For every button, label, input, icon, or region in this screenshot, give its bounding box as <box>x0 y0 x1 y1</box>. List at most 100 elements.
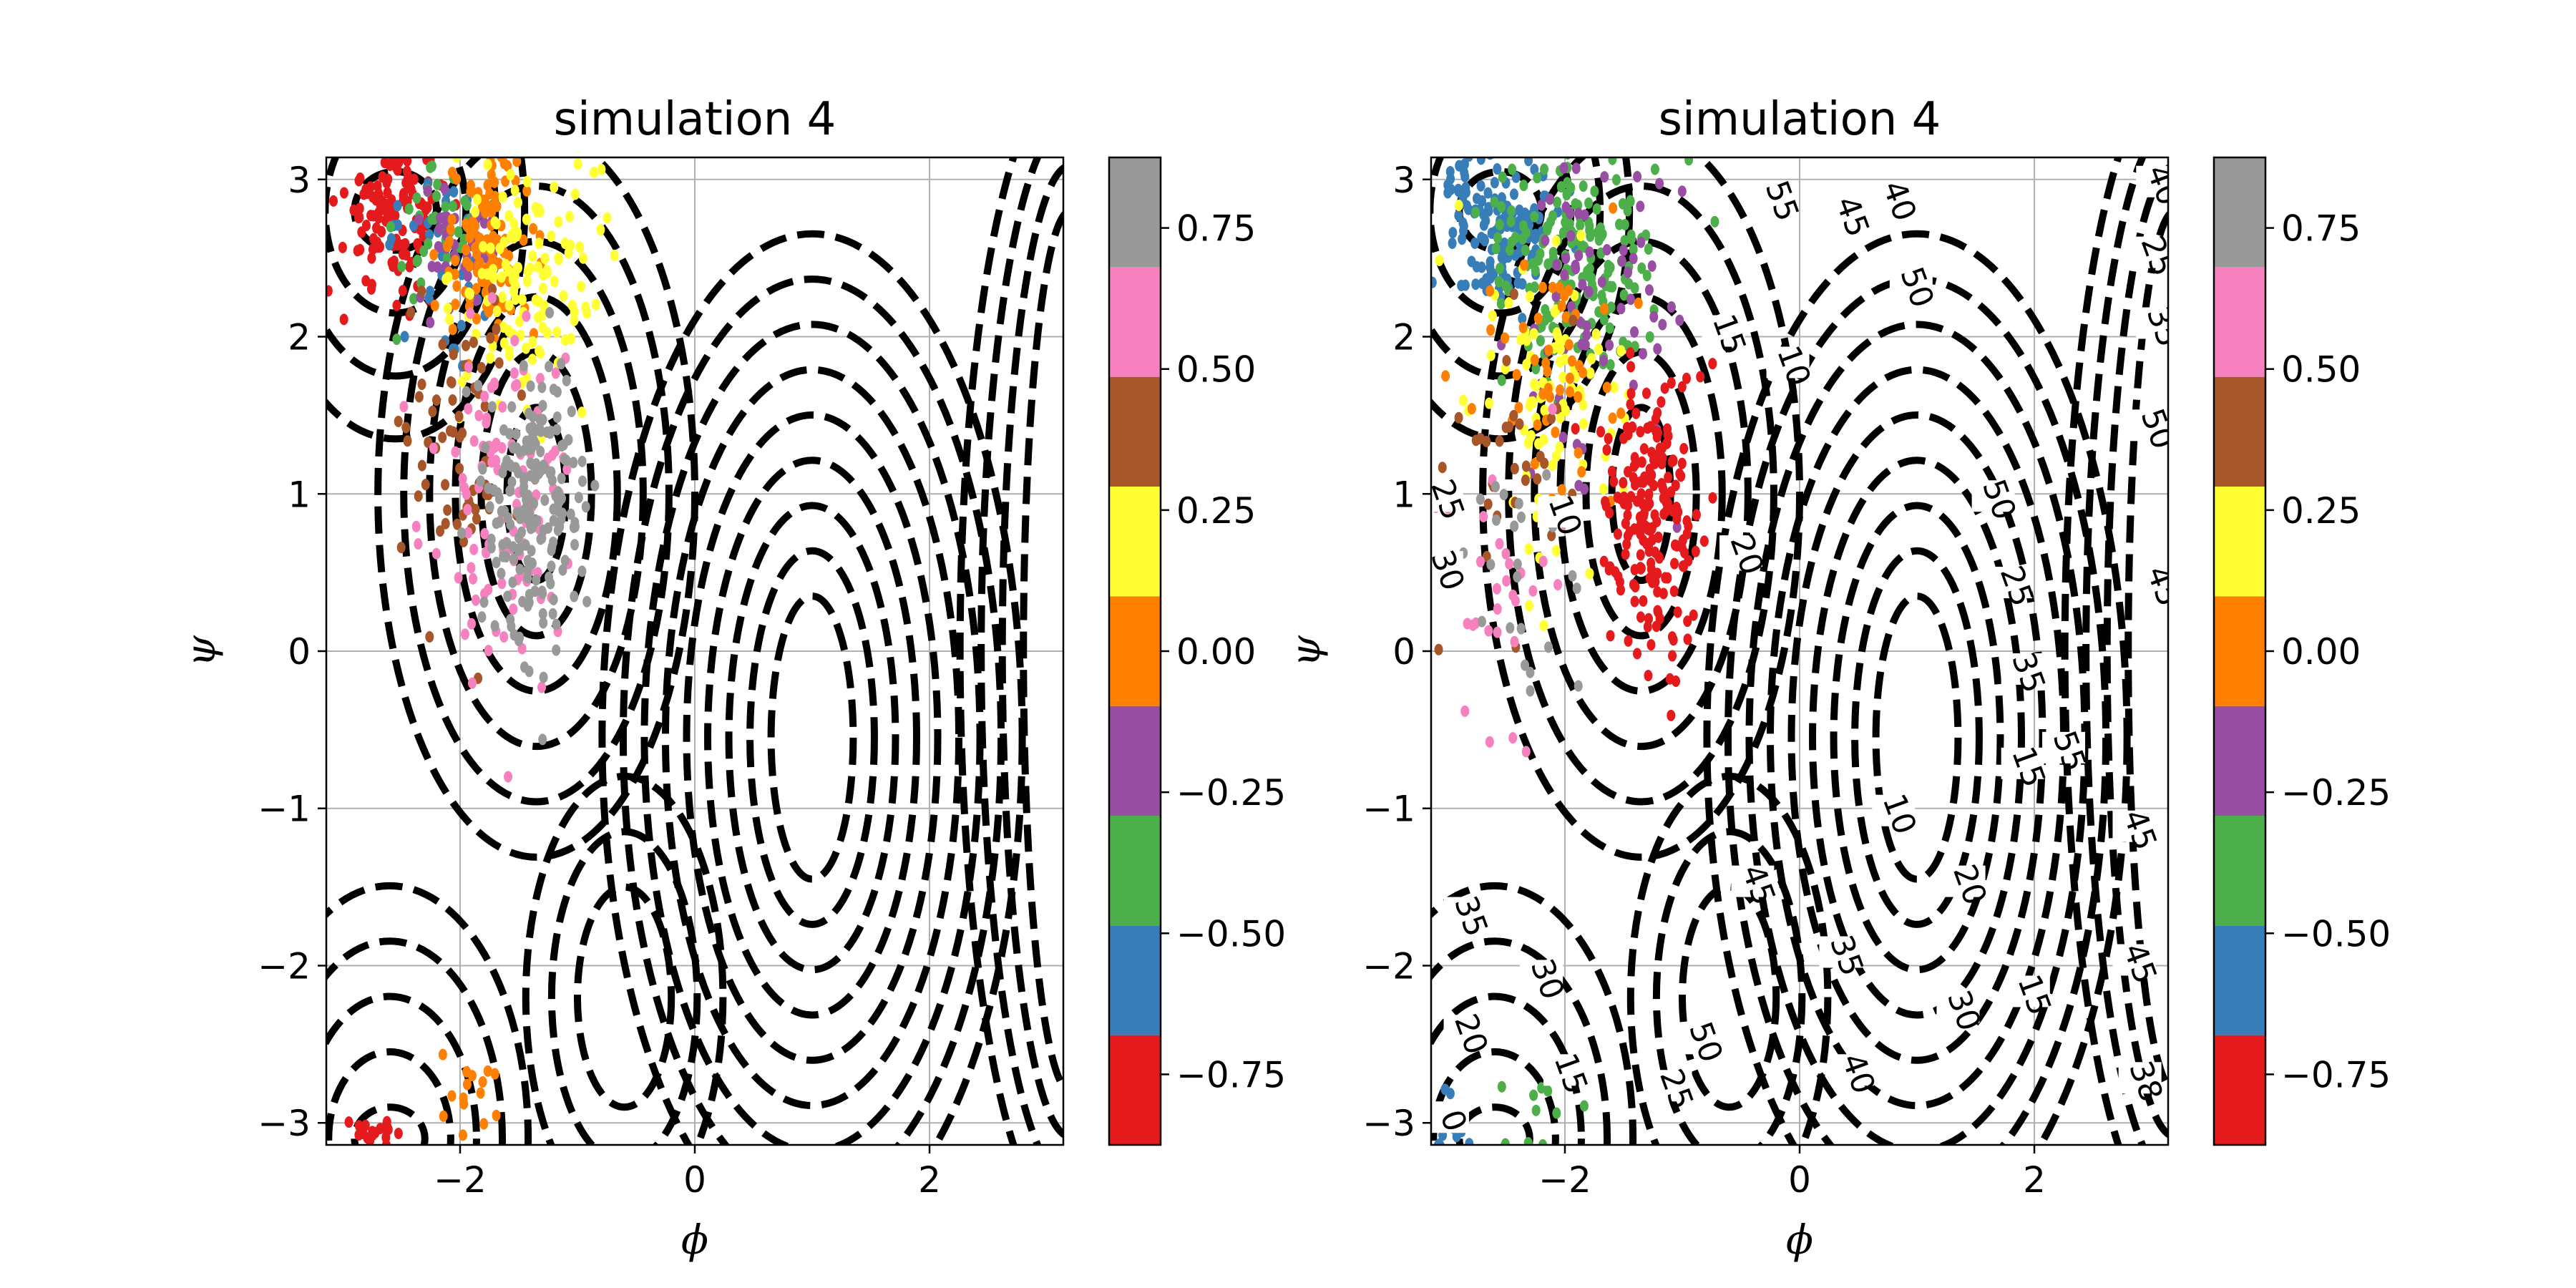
data-point <box>1527 250 1536 262</box>
data-point <box>480 391 489 403</box>
data-point <box>547 560 556 572</box>
data-point <box>1658 318 1667 331</box>
data-point <box>519 487 529 499</box>
data-point <box>398 239 407 251</box>
data-point <box>425 631 434 643</box>
data-point <box>497 157 506 163</box>
data-point <box>467 677 477 689</box>
data-point <box>504 265 513 277</box>
data-point <box>1624 466 1633 478</box>
data-point <box>1488 310 1497 322</box>
data-point <box>1617 255 1626 268</box>
contour-line <box>573 883 675 1111</box>
data-point <box>487 292 497 304</box>
data-point <box>475 232 484 244</box>
data-point <box>1419 201 1428 213</box>
data-point <box>552 644 561 656</box>
colorbar-segment <box>2214 376 2265 487</box>
data-point <box>429 249 439 261</box>
data-point <box>397 260 406 273</box>
data-point <box>1460 705 1470 717</box>
data-point <box>596 224 605 236</box>
data-point <box>539 617 548 629</box>
data-point <box>1599 313 1609 326</box>
data-point <box>1586 367 1595 379</box>
data-point <box>1486 324 1496 336</box>
data-point <box>1533 172 1542 184</box>
colorbar-segment <box>2214 267 2265 377</box>
data-point <box>597 163 606 175</box>
data-point <box>431 394 441 406</box>
data-point <box>1629 253 1638 265</box>
colorbar-segment <box>1109 596 1161 706</box>
data-point <box>575 241 585 253</box>
contour-label-bg <box>1431 551 1463 583</box>
data-point <box>1478 195 1487 207</box>
contour-line <box>351 1103 429 1145</box>
data-point <box>514 635 523 647</box>
data-point <box>381 1131 391 1143</box>
data-point <box>1708 492 1717 504</box>
data-point <box>1585 567 1594 580</box>
data-point <box>504 325 514 337</box>
data-point <box>488 253 497 265</box>
data-point <box>492 323 501 336</box>
data-point <box>560 238 570 250</box>
data-point <box>1521 244 1530 256</box>
contour-line <box>326 157 470 317</box>
panel-right-x-label: ϕ <box>1786 1217 1813 1264</box>
data-point <box>560 555 570 567</box>
data-point <box>1626 195 1635 208</box>
data-point <box>487 456 497 468</box>
data-point <box>1513 558 1522 570</box>
data-point <box>1672 512 1682 525</box>
contour-line <box>2124 210 2168 1092</box>
data-point <box>1576 219 1585 231</box>
data-point <box>1501 332 1510 344</box>
colorbar-segment <box>2214 925 2265 1035</box>
data-point <box>504 771 513 783</box>
data-point <box>1567 355 1576 367</box>
colorbar-tick-label: 0.50 <box>2281 349 2361 391</box>
data-point <box>532 205 542 218</box>
data-point <box>1577 466 1586 478</box>
data-point <box>1484 625 1493 637</box>
data-point <box>1510 520 1519 532</box>
data-point <box>1550 121 1558 132</box>
data-point <box>1578 278 1587 291</box>
data-point <box>441 517 450 530</box>
data-point <box>1506 622 1515 634</box>
data-point <box>1623 266 1632 278</box>
colorbar-tick-label: 0.00 <box>1176 631 1256 673</box>
data-point <box>1692 509 1701 521</box>
data-point <box>1457 280 1466 292</box>
data-point <box>1501 1138 1510 1145</box>
data-point <box>1531 264 1540 276</box>
data-point <box>1557 300 1566 312</box>
data-point <box>414 490 423 502</box>
data-point <box>539 459 548 472</box>
data-point <box>1501 547 1511 560</box>
contour-line <box>1678 883 1780 1111</box>
data-point <box>497 505 506 517</box>
data-point <box>1484 205 1493 217</box>
data-point <box>1502 355 1511 367</box>
contour-line <box>547 828 701 1145</box>
data-point <box>487 401 497 413</box>
data-point <box>457 320 466 332</box>
contour-line <box>400 182 673 806</box>
data-point <box>1689 609 1698 621</box>
data-point <box>504 299 514 311</box>
data-point <box>1458 394 1468 406</box>
contour-label-bg <box>2136 567 2168 599</box>
data-point <box>1640 471 1649 483</box>
data-point <box>1475 555 1485 567</box>
data-point <box>1574 249 1584 261</box>
data-point <box>350 145 358 156</box>
y-tick-label: 0 <box>1392 631 1415 673</box>
data-point <box>400 331 409 343</box>
data-point <box>1552 259 1561 271</box>
data-point <box>502 454 512 467</box>
data-point <box>1673 606 1682 618</box>
data-point <box>570 539 580 551</box>
